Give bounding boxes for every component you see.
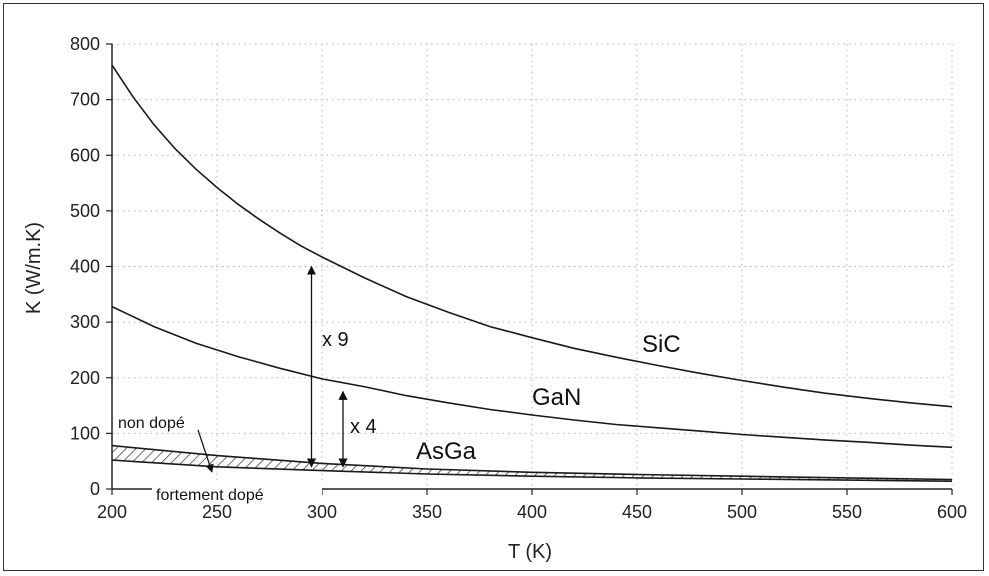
y-tick-label-700: 700 (70, 90, 100, 110)
y-tick-label-0: 0 (90, 479, 100, 499)
x-tick-label-600: 600 (937, 502, 967, 522)
series-line-gan (111, 305, 953, 449)
x-tick-label-550: 550 (832, 502, 862, 522)
axes (106, 43, 953, 495)
label-x9: x 9 (322, 329, 349, 351)
series-lines (111, 64, 953, 482)
asga-hatched-area (112, 445, 952, 482)
label-non-dope: non dopé (118, 415, 185, 432)
x-tick-label-350: 350 (412, 502, 442, 522)
label-sic: SiC (642, 331, 681, 358)
fortement-dope-label-bg (152, 482, 322, 504)
x-tick-label-200: 200 (97, 502, 127, 522)
label-fortement-dope: fortement dopé (156, 487, 264, 504)
y-tick-label-100: 100 (70, 423, 100, 443)
y-tick-label-600: 600 (70, 145, 100, 165)
x-tick-label-500: 500 (727, 502, 757, 522)
y-tick-label-300: 300 (70, 312, 100, 332)
y-tick-label-500: 500 (70, 201, 100, 221)
y-tick-label-800: 800 (70, 34, 100, 54)
ratio-arrows (306, 265, 348, 468)
x-tick-label-300: 300 (307, 502, 337, 522)
y-axis-title: K (W/m.K) (23, 222, 45, 314)
chart-frame (3, 3, 984, 571)
series-line-asga-fortement-dope (111, 459, 953, 482)
x-tick-label-250: 250 (202, 502, 232, 522)
label-gan: GaN (532, 384, 581, 411)
non-dope-pointer (197, 429, 214, 473)
x-tick-label-400: 400 (517, 502, 547, 522)
x-axis-title: T (K) (508, 541, 552, 563)
grid-lines (112, 43, 953, 489)
series-line-sic (111, 64, 953, 408)
x-tick-label-450: 450 (622, 502, 652, 522)
label-x4: x 4 (350, 416, 377, 438)
asga-band (112, 445, 952, 482)
tick-labels: 0 100 200 300 400 500 600 700 800 200 250 300 350 400… (70, 34, 967, 522)
y-tick-label-400: 400 (70, 257, 100, 277)
label-asga: AsGa (416, 438, 477, 465)
y-tick-label-200: 200 (70, 368, 100, 388)
series-line-asga-non-dope (111, 444, 953, 481)
